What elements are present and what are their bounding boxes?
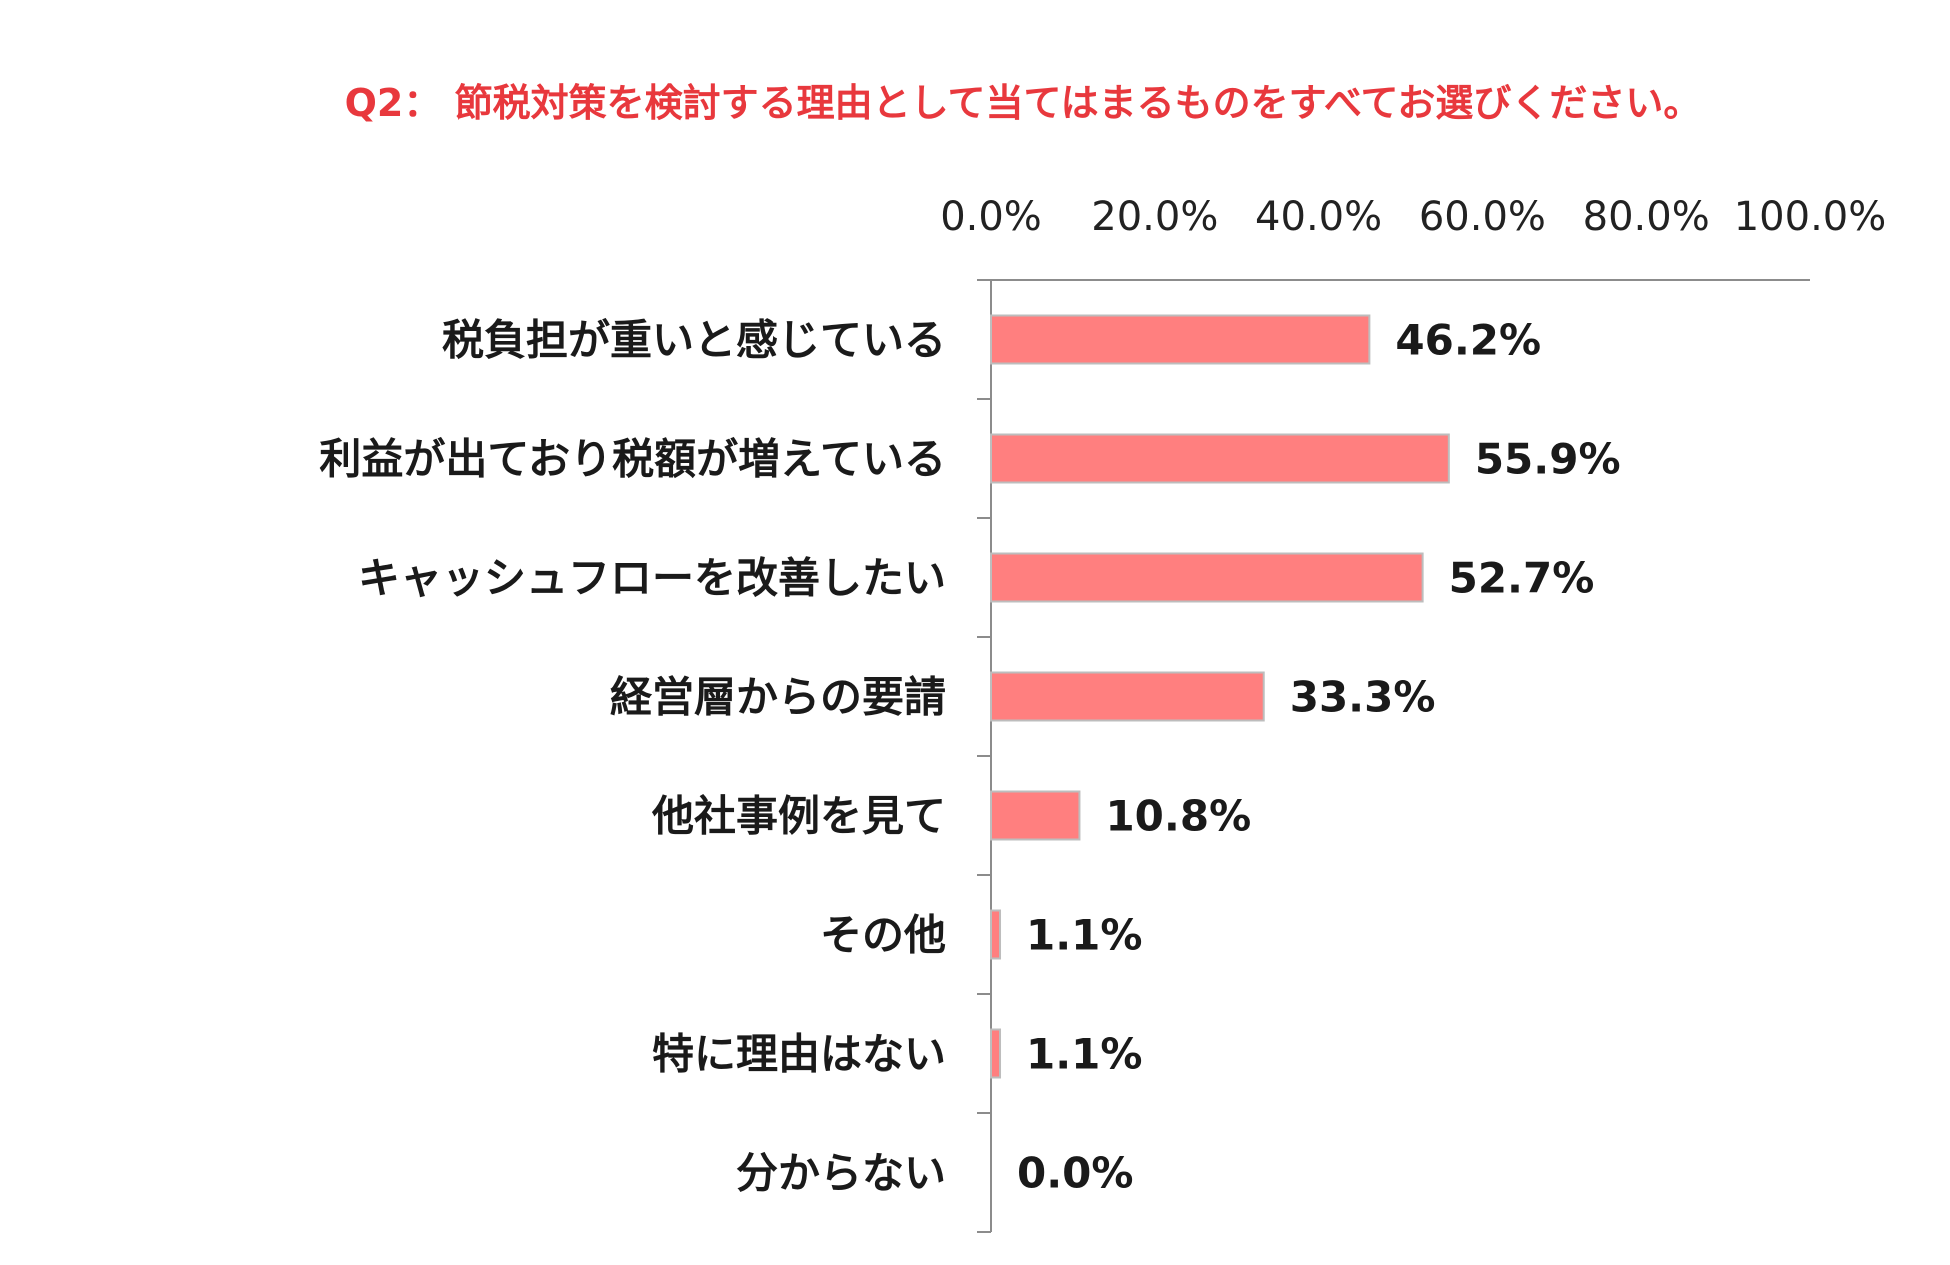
category-label: キャッシュフローを改善したい	[358, 554, 946, 603]
x-tick-label: 80.0%	[1583, 194, 1710, 240]
bar	[990, 909, 1002, 960]
category-label: 他社事例を見て	[651, 792, 946, 841]
value-label: 1.1%	[1026, 911, 1142, 960]
bar	[990, 314, 1371, 365]
value-label: 1.1%	[1026, 1030, 1142, 1079]
x-tick-label: 0.0%	[940, 194, 1042, 240]
value-label: 0.0%	[1017, 1149, 1133, 1198]
bar	[990, 790, 1081, 841]
bar	[990, 1028, 1002, 1079]
bar	[990, 552, 1424, 603]
category-label: 利益が出ており税額が増えている	[319, 435, 946, 484]
x-tick-label: 60.0%	[1419, 194, 1546, 240]
value-label: 52.7%	[1449, 554, 1595, 603]
chart-title: Q2： 節税対策を検討する理由として当てはまるものをすべてお選びください。	[345, 81, 1702, 125]
bars-layer	[990, 314, 1450, 1079]
category-label: 分からない	[736, 1149, 946, 1198]
value-label: 33.3%	[1290, 673, 1436, 722]
category-label: 経営層からの要請	[610, 673, 946, 722]
x-tick-label: 100.0%	[1734, 194, 1887, 240]
value-label: 10.8%	[1105, 792, 1251, 841]
category-label: その他	[820, 911, 946, 960]
category-label: 特に理由はない	[652, 1030, 946, 1079]
axis-layer: 0.0% 20.0% 40.0% 60.0% 80.0% 100.0%	[940, 194, 1887, 1233]
value-label: 55.9%	[1475, 435, 1621, 484]
bar	[990, 671, 1265, 722]
bar	[990, 433, 1450, 484]
category-label: 税負担が重いと感じている	[442, 316, 946, 365]
x-tick-label: 20.0%	[1091, 194, 1218, 240]
value-label: 46.2%	[1395, 316, 1541, 365]
labels-layer: 税負担が重いと感じている 46.2% 利益が出ており税額が増えている 55.9% キャッ…	[319, 316, 1620, 1198]
x-tick-label: 40.0%	[1255, 194, 1382, 240]
